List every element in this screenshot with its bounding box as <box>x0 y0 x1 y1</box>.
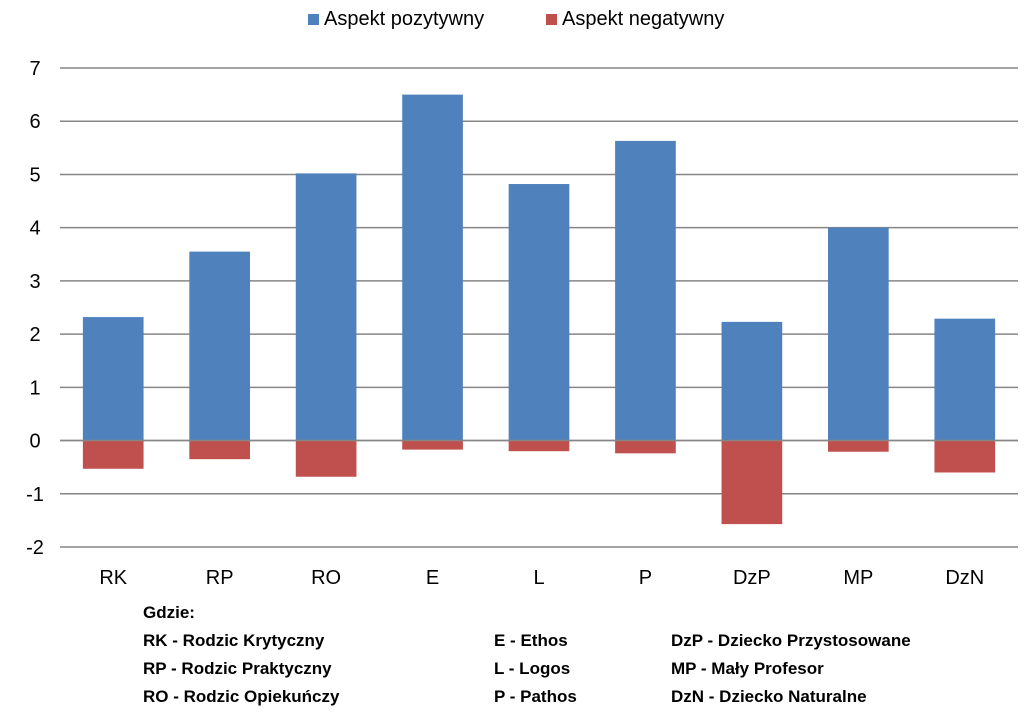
key-item: DzN - Dziecko Naturalne <box>671 687 867 706</box>
y-tick-label: 4 <box>29 218 40 240</box>
x-tick-label: L <box>533 567 544 589</box>
bar-positive-e <box>402 94 463 441</box>
legend-swatch-negative <box>546 14 557 25</box>
bar-positive-l <box>508 184 570 441</box>
legend-swatch-positive <box>308 14 319 25</box>
bar-negative-p <box>615 440 676 454</box>
key-item: L - Logos <box>494 659 571 678</box>
bar-positive-rp <box>189 251 251 441</box>
y-tick-label: 2 <box>29 324 40 346</box>
legend-label-positive: Aspekt pozytywny <box>324 8 485 30</box>
bar-positive-mp <box>827 227 889 441</box>
key-item: DzP - Dziecko Przystosowane <box>671 631 911 650</box>
bar-positive-rk <box>82 317 144 441</box>
key-column-adult: E - Ethos L - Logos P - Pathos <box>494 627 577 711</box>
bar-positive-dzp <box>721 321 783 441</box>
legend-item-negative: Aspekt negatywny <box>546 8 724 31</box>
bar-positive-ro <box>295 173 357 441</box>
x-tick-label: DzP <box>733 567 771 589</box>
key-item: E - Ethos <box>494 631 568 650</box>
legend: Aspekt pozytywny Aspekt negatywny <box>0 8 1025 34</box>
legend-item-positive: Aspekt pozytywny <box>308 8 484 31</box>
bar-negative-rp <box>189 440 251 460</box>
key-title: Gdzie: <box>143 603 195 622</box>
x-tick-label: RP <box>206 567 234 589</box>
key-item: P - Pathos <box>494 687 577 706</box>
bar-negative-mp <box>827 440 889 452</box>
key-item: RP - Rodzic Praktyczny <box>143 659 332 678</box>
y-tick-label: 3 <box>29 271 40 293</box>
bar-negative-e <box>402 440 463 450</box>
y-tick-label: 1 <box>29 377 40 399</box>
bar-negative-ro <box>295 440 357 477</box>
y-tick-label: -2 <box>26 537 44 559</box>
bar-negative-l <box>508 440 570 452</box>
y-tick-label: 6 <box>29 111 40 133</box>
key-column-child: DzP - Dziecko Przystosowane MP - Mały Pr… <box>671 627 911 711</box>
bar-chart: -2 -1 0 1 2 3 4 5 6 7 RK RP RO E L P DzP MP DzN <box>26 58 1018 589</box>
bar-negative-dzn <box>934 440 996 473</box>
y-tick-label: 5 <box>29 164 40 186</box>
bar-positive-dzn <box>934 318 996 441</box>
x-tick-label: P <box>639 567 652 589</box>
x-tick-label: E <box>426 567 439 589</box>
x-tick-label: MP <box>843 567 873 589</box>
bar-positive-p <box>615 140 676 441</box>
x-tick-label: RK <box>99 567 127 589</box>
legend-label-negative: Aspekt negatywny <box>562 8 725 30</box>
x-tick-label: RO <box>311 567 341 589</box>
bar-negative-dzp <box>721 440 783 525</box>
key-item: RO - Rodzic Opiekuńczy <box>143 687 340 706</box>
key-item: MP - Mały Profesor <box>671 659 824 678</box>
key-item: RK - Rodzic Krytyczny <box>143 631 325 650</box>
key-column-parent: RK - Rodzic Krytyczny RP - Rodzic Prakty… <box>143 627 339 711</box>
bar-negative-rk <box>82 440 144 469</box>
y-tick-label: 7 <box>29 58 40 80</box>
y-tick-label: -1 <box>26 484 44 506</box>
y-tick-label: 0 <box>29 431 40 453</box>
x-tick-label: DzN <box>945 567 984 589</box>
